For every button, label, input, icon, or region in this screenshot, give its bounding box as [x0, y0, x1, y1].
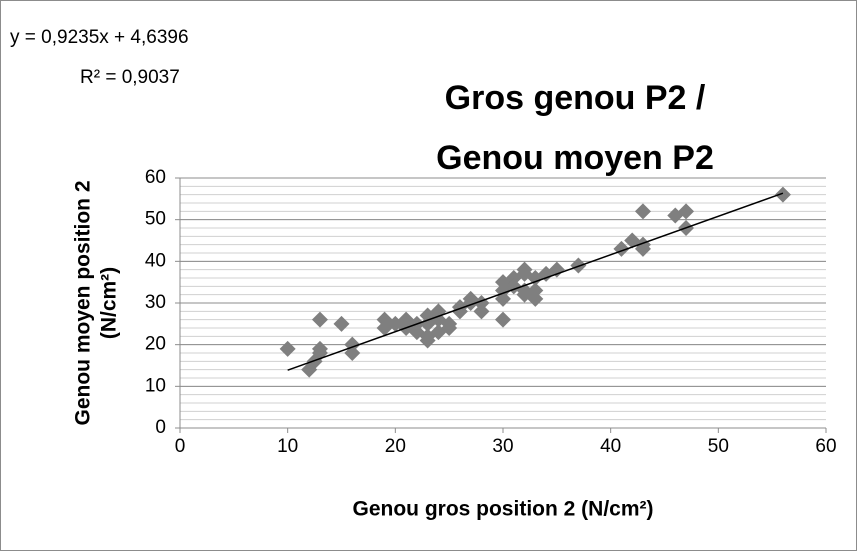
point	[678, 203, 695, 220]
point	[419, 332, 436, 349]
trend-r2: R² = 0,9037	[80, 67, 180, 88]
point	[441, 320, 458, 336]
chart-title: Genou moyen P2	[436, 139, 714, 177]
x-tick-label: 30	[492, 436, 513, 457]
point	[527, 290, 544, 307]
trendline	[287, 192, 784, 371]
y-tick-label: 30	[145, 292, 166, 313]
x-tick-label: 0	[175, 436, 186, 457]
y-axis-title: (N/cm²)	[98, 267, 121, 339]
x-tick-label: 60	[815, 436, 836, 457]
point	[473, 303, 490, 320]
y-tick-label: 20	[145, 334, 166, 355]
x-tick-label: 50	[708, 436, 729, 457]
y-tick-label: 0	[155, 417, 166, 438]
point	[495, 311, 511, 328]
y-tick-label: 40	[145, 250, 166, 271]
point	[634, 203, 651, 220]
y-tick-label: 60	[145, 167, 166, 188]
x-axis-title: Genou gros position 2 (N/cm²)	[352, 498, 653, 521]
x-tick-label: 40	[600, 436, 621, 457]
point	[311, 311, 328, 328]
point	[613, 240, 630, 257]
point	[279, 340, 296, 357]
point	[333, 315, 350, 332]
point	[527, 282, 544, 299]
chart-title: Gros genou P2 /	[445, 79, 706, 117]
point	[774, 186, 791, 203]
trend-equation: y = 0,9235x + 4,6396	[10, 27, 189, 48]
x-tick-label: 10	[277, 436, 298, 457]
y-axis-title: Genou moyen position 2	[72, 180, 95, 425]
point	[548, 261, 565, 278]
y-tick-label: 10	[145, 375, 166, 396]
x-tick-label: 20	[385, 436, 406, 457]
y-tick-label: 50	[145, 209, 166, 230]
